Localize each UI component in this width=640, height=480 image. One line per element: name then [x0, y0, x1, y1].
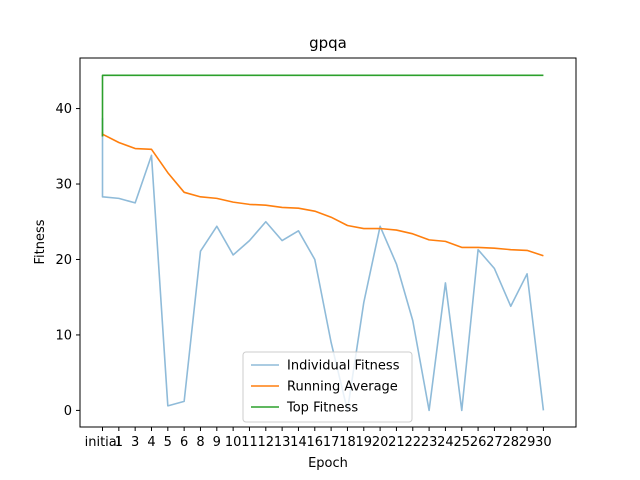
x-tick-label: 26 — [470, 435, 487, 450]
y-axis-label: Fitness — [33, 219, 48, 264]
y-axis: 0 10 20 30 40 — [55, 102, 80, 419]
x-tick-label: 5 — [164, 435, 172, 450]
x-tick-label: 29 — [519, 435, 536, 450]
legend-label: Top Fitness — [286, 401, 358, 416]
x-tick-label: 13 — [274, 435, 291, 450]
x-tick-label: 22 — [404, 435, 421, 450]
plot-lines — [101, 74, 545, 412]
legend-box — [242, 351, 413, 423]
x-tick-label: 30 — [535, 435, 552, 450]
x-tick-label: 6 — [180, 435, 188, 450]
y-tick-label: 0 — [64, 404, 72, 419]
x-tick-label: 21 — [388, 435, 405, 450]
x-tick-label: 11 — [241, 435, 258, 450]
x-tick-label: initial — [85, 435, 121, 450]
x-tick-label: 20 — [372, 435, 389, 450]
x-tick-label: 4 — [147, 435, 155, 450]
x-tick-label: 23 — [421, 435, 438, 450]
x-tick-label: 16 — [307, 435, 324, 450]
chart-title: gpqa — [309, 34, 347, 52]
legend-label: Running Average — [287, 380, 398, 395]
y-tick-label: 20 — [55, 253, 72, 268]
x-tick-label: 8 — [196, 435, 204, 450]
x-tick-label: 24 — [437, 435, 454, 450]
series-line-running-average — [101, 131, 544, 257]
x-tick-label: 18 — [339, 435, 356, 450]
x-tick-label: 1 — [115, 435, 123, 450]
legend-label: Individual Fitness — [287, 359, 400, 374]
y-tick-label: 30 — [55, 178, 72, 193]
legend: Individual Fitness Running Average Top Fit… — [242, 351, 413, 423]
y-tick-label: 10 — [55, 328, 72, 343]
plot-area-frame — [79, 57, 577, 428]
x-axis-label: Epoch — [308, 456, 348, 471]
x-tick-label: 12 — [258, 435, 275, 450]
y-tick-label: 40 — [55, 102, 72, 117]
x-tick-label: 10 — [225, 435, 242, 450]
x-tick-label: 9 — [213, 435, 221, 450]
x-tick-label: 19 — [356, 435, 373, 450]
x-tick-label: 14 — [290, 435, 307, 450]
x-tick-label: 17 — [323, 435, 340, 450]
x-tick-label: 3 — [131, 435, 139, 450]
x-tick-label: 28 — [502, 435, 519, 450]
x-tick-label: 27 — [486, 435, 503, 450]
series-line-individual-fitness — [101, 117, 545, 412]
series-line-top-fitness — [101, 74, 544, 137]
x-tick-label: 25 — [453, 435, 470, 450]
